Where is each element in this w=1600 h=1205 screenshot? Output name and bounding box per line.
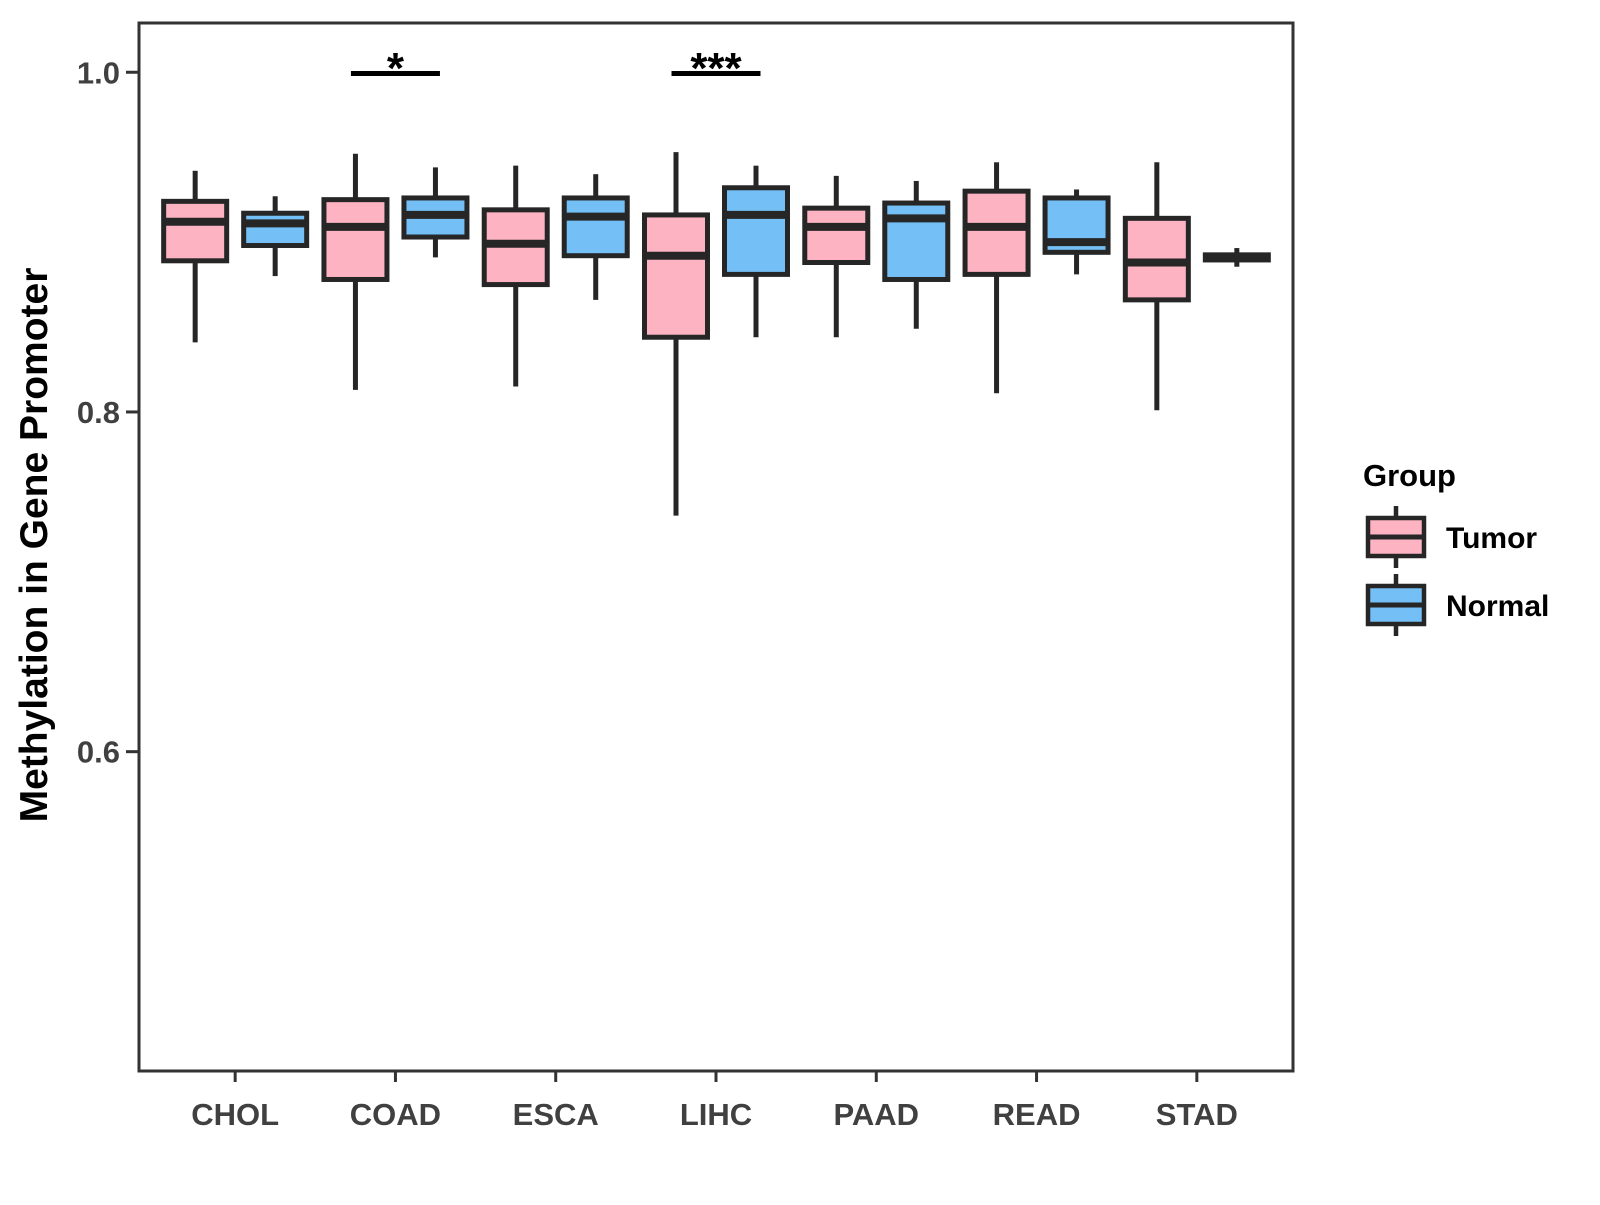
boxplot-stad-normal — [1202, 248, 1271, 267]
iqr-box — [561, 195, 630, 259]
x-tick-label-lihc: LIHC — [680, 1097, 752, 1132]
x-tick-label-paad: PAAD — [834, 1097, 920, 1132]
significance-layer: * *** — [350, 44, 761, 93]
boxplot-chol-tumor — [161, 170, 230, 343]
significance-label-lihc: *** — [690, 44, 742, 93]
iqr-box — [642, 212, 710, 340]
x-tick-label-read: READ — [993, 1097, 1081, 1132]
legend-title: Group — [1363, 458, 1456, 493]
boxplot-chol-normal — [241, 196, 310, 277]
boxplot-esca-normal — [561, 174, 630, 300]
y-tick-label: 1.0 — [77, 55, 120, 90]
iqr-box — [962, 188, 1031, 277]
legend-key-normal — [1365, 574, 1427, 636]
x-tick-label-chol: CHOL — [191, 1097, 279, 1132]
boxplot-esca-tumor — [481, 165, 550, 387]
x-tick-label-coad: COAD — [350, 1097, 441, 1132]
y-tick-label: 0.6 — [77, 735, 120, 770]
iqr-box — [321, 197, 390, 282]
boxplot-coad-tumor — [321, 153, 390, 390]
legend: Group Tumor Normal — [1363, 458, 1549, 636]
y-tick-label: 0.8 — [77, 395, 120, 430]
boxplot-coad-normal — [401, 167, 470, 258]
boxplot-lihc-tumor — [642, 152, 710, 516]
boxplot-stad-tumor — [1122, 162, 1191, 411]
legend-label-normal: Normal — [1446, 590, 1549, 623]
legend-label-tumor: Tumor — [1446, 522, 1537, 555]
boxplot-read-tumor — [962, 162, 1031, 394]
y-axis-title: Methylation in Gene Promoter — [13, 268, 56, 823]
iqr-box — [241, 210, 310, 249]
boxplot-paad-tumor — [802, 175, 871, 338]
plot-panel-border — [137, 21, 1295, 1073]
iqr-box — [802, 205, 871, 265]
legend-key-tumor — [1365, 506, 1427, 568]
significance-label-coad: * — [387, 44, 405, 93]
iqr-box — [161, 198, 230, 264]
axis-ticks-layer: 1.0 0.8 0.6 CHOL COAD ESCA LIHC PAAD READ STAD — [77, 55, 1238, 1132]
boxplot-lihc-normal — [722, 165, 790, 338]
boxplot-read-normal — [1042, 189, 1111, 275]
x-tick-label-esca: ESCA — [513, 1097, 599, 1132]
x-tick-label-stad: STAD — [1156, 1097, 1238, 1132]
boxplot-layer — [161, 152, 1271, 516]
legend-glyphs — [1365, 506, 1427, 636]
iqr-box — [722, 185, 790, 277]
boxplot-paad-normal — [882, 180, 951, 329]
